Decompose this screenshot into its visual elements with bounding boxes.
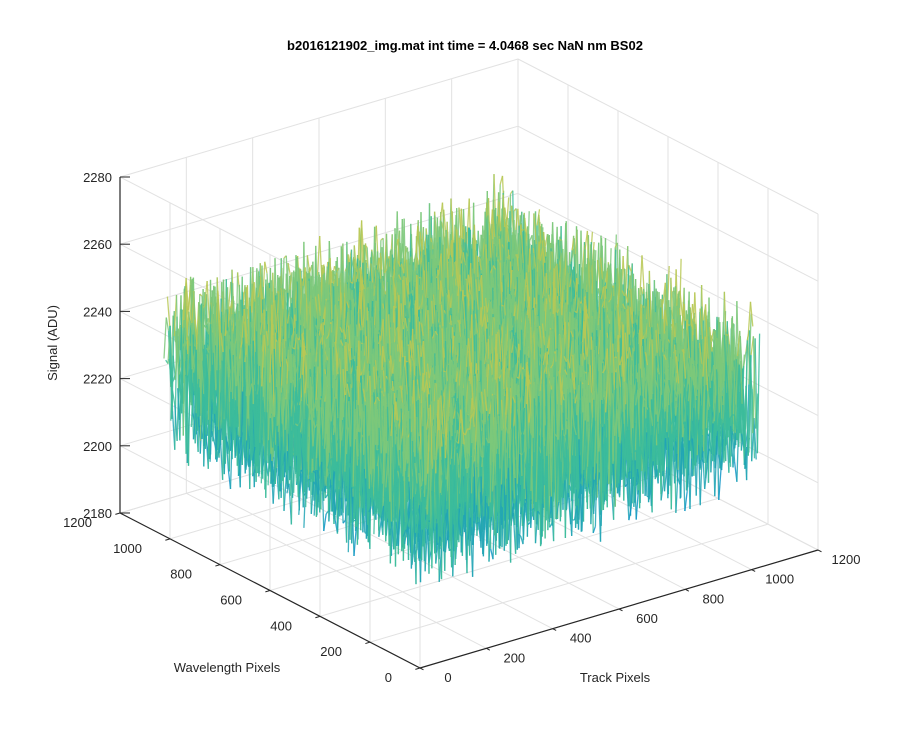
grid-line [319,497,719,617]
surface-segment [264,261,268,274]
surface-segment [166,296,171,327]
surface-segment [353,245,358,273]
surface-segment [163,317,167,359]
surface-segment [183,339,188,349]
surface-segment [168,358,173,384]
surface-segment [180,309,184,436]
surface-segment [504,207,508,226]
surface-segment [205,328,210,335]
surface-segment [184,291,189,355]
surface-segment [316,235,321,276]
surface-segment [203,324,208,330]
grid-line [517,192,819,349]
surface-segment [171,390,176,406]
surface-segment [287,262,291,276]
grid-line [119,58,519,178]
grid-line [369,523,769,643]
grid-line [119,125,519,245]
grid-line [119,445,421,602]
surface-segment [178,356,183,375]
surface-segment [170,355,174,421]
surface-segment [177,324,182,365]
surface-segment [182,344,186,376]
surface-segment [175,331,179,365]
grid-line [517,125,819,282]
surface-segment [165,317,170,331]
grid-line [517,58,819,215]
surface-segment [364,243,369,269]
chart-title: b2016121902_img.mat int time = 4.0468 se… [287,38,643,53]
surface-segment [178,326,182,403]
surface-segment [203,304,207,326]
data-surface [163,174,761,585]
surface-segment [206,280,211,323]
